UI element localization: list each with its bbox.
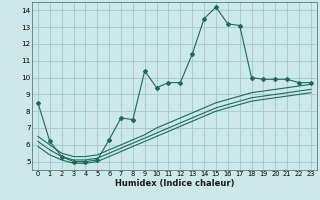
X-axis label: Humidex (Indice chaleur): Humidex (Indice chaleur) bbox=[115, 179, 234, 188]
